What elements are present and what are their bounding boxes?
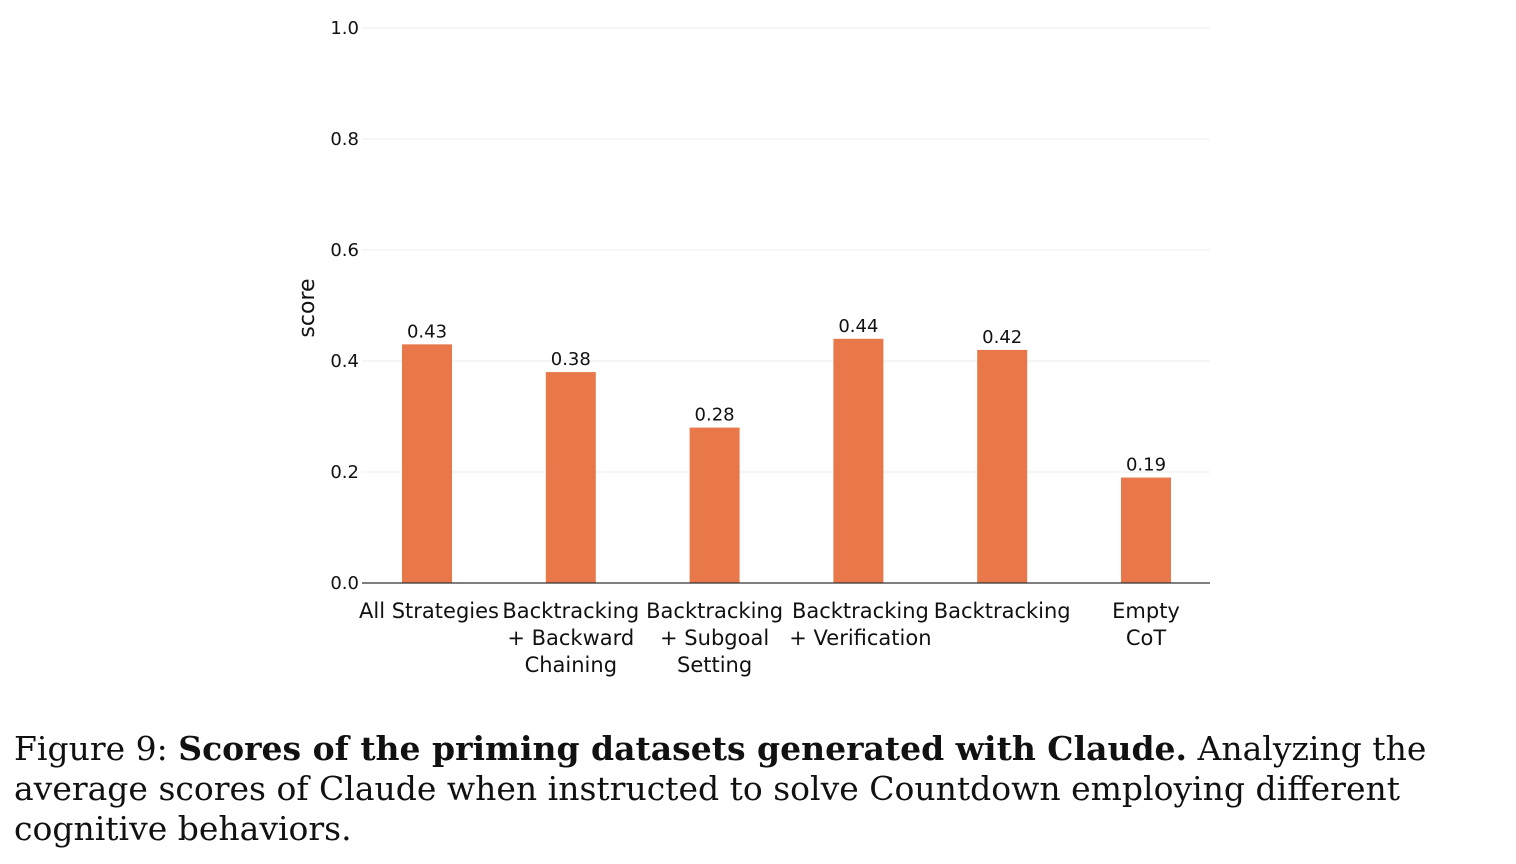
x-tick-label: Backtracking + Verification [789, 599, 931, 650]
bar [689, 427, 740, 583]
y-tick-label: 0.0 [330, 573, 359, 594]
bar-value-label: 0.38 [551, 349, 591, 370]
y-tick-label: 0.8 [330, 129, 359, 150]
x-tick-label: All Strategies [359, 599, 499, 623]
y-axis-ticks: 0.0 0.2 0.4 0.6 0.8 1.0 [330, 18, 359, 594]
x-tick-label-line: CoT [1126, 626, 1167, 650]
x-tick-label-line: Backtracking [646, 599, 783, 623]
x-tick-label-line: Setting [677, 653, 752, 677]
y-tick-label: 1.0 [330, 18, 359, 39]
x-tick-label-line: Backtracking [934, 599, 1071, 623]
x-tick-label: Backtracking [934, 599, 1071, 623]
x-axis-category-labels: All Strategies Backtracking + Backward Chai… [359, 599, 1180, 677]
caption-text: Analyzing the average scores of Claude w… [14, 729, 1427, 848]
bars [402, 338, 1171, 583]
figure-caption: Figure 9: Scores of the priming datasets… [14, 729, 1504, 849]
x-tick-label-line: All Strategies [359, 599, 499, 623]
y-tick-label: 0.6 [330, 240, 359, 261]
y-tick-label: 0.4 [330, 351, 359, 372]
x-tick-label-line: + Verification [789, 626, 931, 650]
x-tick-label: Backtracking + Backward Chaining [502, 599, 639, 677]
grid-lines [362, 27, 1210, 473]
x-tick-label-line: Chaining [525, 653, 617, 677]
bar-value-label: 0.28 [695, 405, 735, 426]
y-axis-title: score [295, 278, 320, 337]
bar-value-label: 0.19 [1126, 455, 1166, 476]
x-tick-label-line: Backtracking [792, 599, 929, 623]
value-labels: 0.43 0.38 0.28 0.44 0.42 0.19 [407, 316, 1166, 476]
caption-prefix: Figure 9: [14, 729, 179, 768]
bar-chart: 0.00.20.40.60.81.0 score 0.430.380.280.4… [295, 18, 1210, 677]
caption-bold-title: Scores of the priming datasets generated… [178, 729, 1188, 768]
x-tick-label: Backtracking + Subgoal Setting [646, 599, 783, 677]
bar [1121, 477, 1171, 583]
x-tick-label-line: + Subgoal [660, 626, 769, 650]
x-tick-label-line: Backtracking [502, 599, 639, 623]
x-tick-label-line: + Backward [507, 626, 634, 650]
x-tick-label: Empty CoT [1112, 599, 1180, 650]
bar [833, 338, 884, 583]
bar-value-label: 0.43 [407, 321, 447, 342]
bar-value-label: 0.44 [838, 316, 878, 337]
bar-value-label: 0.42 [982, 327, 1022, 348]
x-tick-label-line: Empty [1112, 599, 1180, 623]
y-tick-label: 0.2 [330, 462, 359, 483]
bar [402, 344, 452, 583]
bar [977, 349, 1028, 583]
bar [545, 372, 596, 583]
